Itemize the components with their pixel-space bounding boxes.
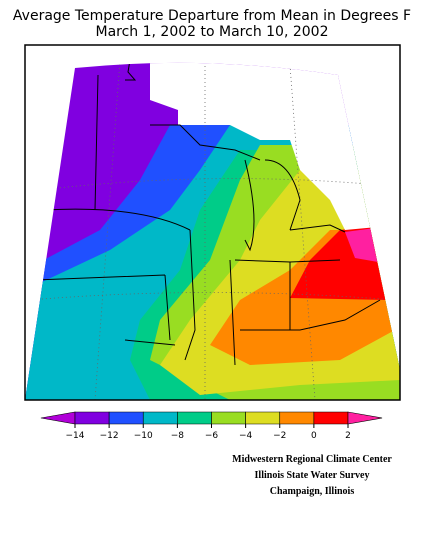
legend-tick-label: −4 (239, 431, 253, 441)
color-legend: −14 −12 −10 −8 −6 −4 −2 0 2 (40, 411, 383, 441)
legend-tick-label: 0 (311, 431, 317, 441)
legend-swatch (347, 411, 383, 425)
legend-tick-label: −8 (171, 431, 185, 441)
title-line: Average Temperature Departure from Mean … (13, 8, 411, 24)
state-boundaries (34, 62, 381, 366)
credit: Midwestern Regional Climate Center (232, 454, 392, 465)
legend-swatch (279, 411, 315, 425)
legend-swatch (74, 411, 110, 425)
credit: Champaign, Illinois (270, 486, 355, 497)
legend-tick-label: −2 (273, 431, 286, 441)
legend-tick-label: −12 (100, 431, 119, 441)
legend-tick-label: −14 (66, 431, 85, 441)
title-line: March 1, 2002 to March 10, 2002 (96, 24, 329, 40)
temperature-map (25, 62, 400, 401)
legend-swatch (211, 411, 246, 425)
legend-swatch (245, 411, 281, 425)
credit: Illinois State Water Survey (255, 470, 370, 481)
map-frame (24, 44, 401, 401)
legend-tick-label: 2 (345, 431, 351, 441)
graticule (29, 62, 396, 401)
legend-tick-label: −6 (205, 431, 219, 441)
legend-swatch (177, 411, 212, 425)
legend-swatch (108, 411, 144, 425)
legend-swatch (313, 411, 349, 425)
legend-tick-label: −10 (134, 431, 153, 441)
legend-swatch (142, 411, 178, 425)
legend-swatch (40, 411, 76, 425)
